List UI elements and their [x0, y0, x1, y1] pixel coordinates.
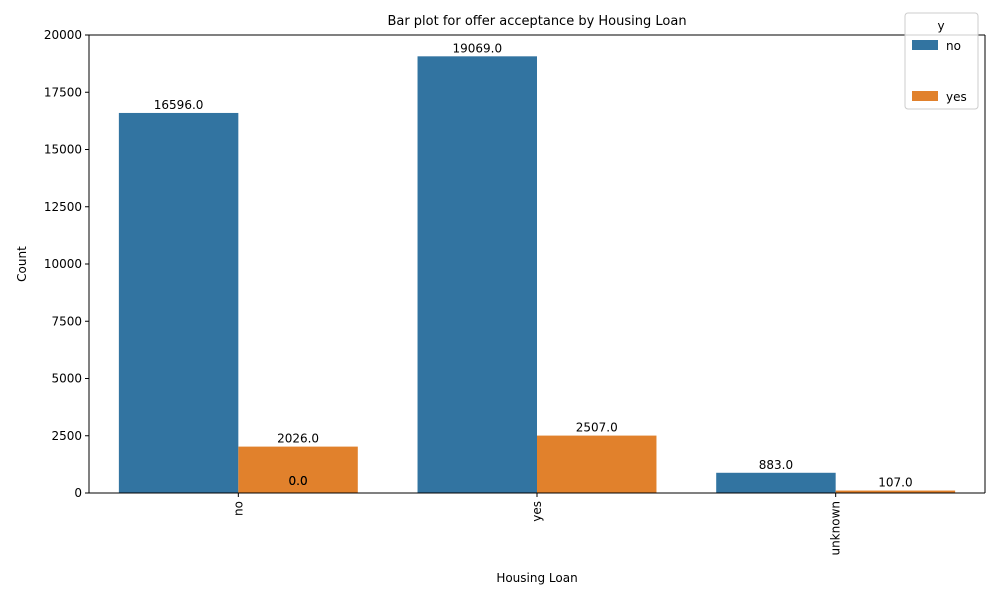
legend-frame [904, 12, 979, 110]
plot-area: 16596.0 19069.0 883.0 2026.0 2507.0 107.0 0.0 0… [44, 28, 986, 556]
data-label-no-no: 16596.0 [154, 98, 204, 112]
y-tick-label-20000: 20000 [44, 28, 82, 42]
y-tick-label-17500: 17500 [44, 85, 82, 99]
data-label-yes-yes: 2507.0 [576, 421, 618, 435]
chart-title: Bar plot for offer acceptance by Housing… [387, 14, 686, 29]
legend-label-no: no [946, 39, 961, 53]
bar-no-unknown [716, 472, 836, 493]
bar-yes-yes [537, 435, 657, 493]
legend-swatch-yes [912, 91, 938, 101]
bar-no-yes [417, 56, 537, 494]
bar-no-no [118, 112, 239, 493]
y-tick-label-0: 0 [74, 486, 82, 500]
data-label-zero-1: 0.0 [289, 474, 308, 488]
bar-yes-no [238, 446, 358, 493]
data-label-no-yes: 19069.0 [452, 41, 502, 55]
y-axis-label: Count [15, 246, 29, 282]
x-tick-label-no: no [231, 501, 245, 516]
data-label-yes-unknown: 107.0 [878, 476, 912, 490]
y-tick-label-5000: 5000 [51, 372, 82, 386]
y-tick-label-2500: 2500 [51, 429, 82, 443]
x-axis-label: Housing Loan [496, 571, 577, 585]
x-tick-label-yes: yes [530, 501, 544, 522]
data-label-yes-no: 2026.0 [277, 432, 319, 446]
data-label-no-unknown: 883.0 [759, 458, 793, 472]
legend-label-yes: yes [946, 90, 967, 104]
x-tick-label-unknown: unknown [829, 501, 843, 556]
y-tick-label-7500: 7500 [51, 314, 82, 328]
y-tick-label-12500: 12500 [44, 200, 82, 214]
y-tick-label-10000: 10000 [44, 257, 82, 271]
legend-title: y [937, 19, 944, 33]
bar-yes-unknown [835, 490, 956, 493]
legend: y no yes [904, 12, 979, 110]
y-tick-label-15000: 15000 [44, 143, 82, 157]
legend-swatch-no [912, 40, 938, 50]
data-label-zero-0: 0.0 [289, 474, 308, 488]
